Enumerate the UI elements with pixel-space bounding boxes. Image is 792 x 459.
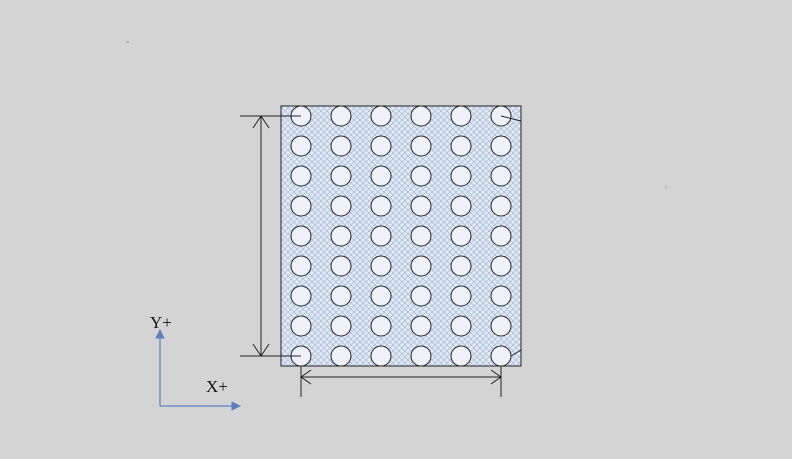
hole (410, 345, 432, 367)
hole (490, 195, 512, 217)
hole (490, 165, 512, 187)
hole (290, 255, 312, 277)
hole (330, 135, 352, 157)
coordinate-axes: Y+ X+ (150, 313, 241, 411)
hole (330, 195, 352, 217)
hole (370, 315, 392, 337)
hole (370, 105, 392, 127)
hole (330, 255, 352, 277)
hole (410, 135, 432, 157)
horizontal-dimension-arrow-left (300, 369, 312, 385)
hole (370, 165, 392, 187)
hole-grid (290, 105, 512, 367)
hole (450, 105, 472, 127)
hole (370, 195, 392, 217)
hole (490, 315, 512, 337)
hole (410, 255, 432, 277)
hole (490, 225, 512, 247)
vertical-dimension (240, 115, 301, 357)
hole (330, 345, 352, 367)
hole (490, 135, 512, 157)
leader-line-bottom-right (510, 349, 522, 357)
leader-line-top-right (500, 115, 522, 122)
hole (490, 255, 512, 277)
hole (410, 165, 432, 187)
hole (490, 345, 512, 367)
hole (290, 315, 312, 337)
hole (290, 195, 312, 217)
hole (330, 285, 352, 307)
hole (370, 345, 392, 367)
hole (410, 225, 432, 247)
y-axis-label: Y+ (150, 313, 172, 332)
horizontal-dimension-arrow-right (490, 369, 502, 385)
hole (330, 315, 352, 337)
hole (330, 225, 352, 247)
hole (370, 285, 392, 307)
horizontal-dimension (300, 366, 502, 397)
hole (290, 285, 312, 307)
hole (410, 315, 432, 337)
hole (370, 135, 392, 157)
x-axis-label: X+ (206, 377, 228, 396)
hole (290, 165, 312, 187)
hole (370, 255, 392, 277)
hole (410, 285, 432, 307)
vertical-dimension-arrow-top (252, 115, 270, 129)
hole (450, 345, 472, 367)
hole (450, 135, 472, 157)
hole (410, 105, 432, 127)
hole (450, 165, 472, 187)
hole (490, 285, 512, 307)
hole (450, 315, 472, 337)
hole (410, 195, 432, 217)
plate (280, 105, 522, 367)
hole (330, 105, 352, 127)
hole (450, 195, 472, 217)
hole (450, 225, 472, 247)
hole (450, 285, 472, 307)
hole (290, 225, 312, 247)
hole (370, 225, 392, 247)
vertical-dimension-arrow-bottom (252, 343, 270, 357)
hole (330, 165, 352, 187)
hole (290, 135, 312, 157)
hole (450, 255, 472, 277)
